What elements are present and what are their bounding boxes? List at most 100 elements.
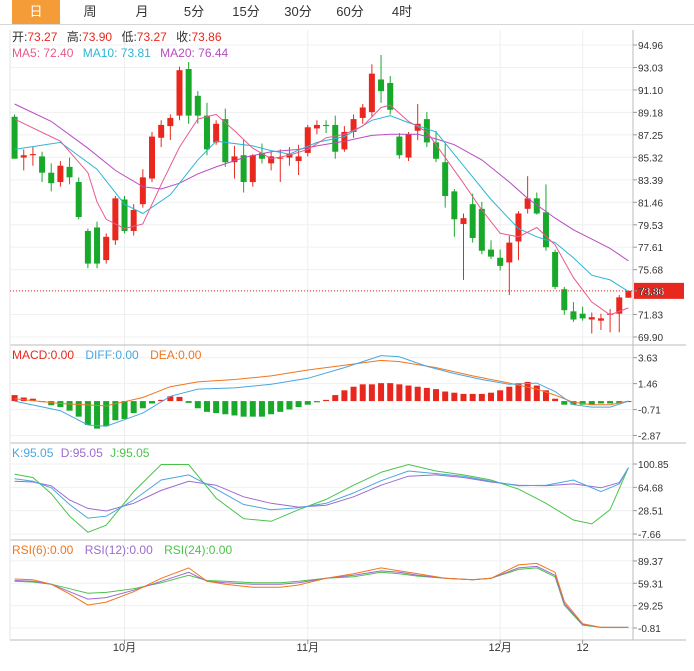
period-tab-bar: 日 周 月 5分 15分 30分 60分 4时 <box>0 0 694 25</box>
candle-body <box>84 230 91 264</box>
last-price-value: 73.86 <box>639 287 664 298</box>
open-value: 73.27 <box>27 30 57 44</box>
candle-body <box>39 156 46 173</box>
macd-bar <box>533 385 540 402</box>
candle-body <box>552 251 559 287</box>
macd-bar <box>588 401 595 405</box>
macd-bar <box>84 401 91 426</box>
macd-bar <box>29 398 36 402</box>
macd-tick-label: 3.63 <box>638 354 658 365</box>
candle-body <box>423 119 430 143</box>
candle-body <box>460 218 467 224</box>
tab-30min[interactable]: 30分 <box>284 4 312 19</box>
candle-body <box>359 107 366 118</box>
candle-body <box>350 119 357 132</box>
macd-bar <box>487 392 494 402</box>
candle-body <box>149 136 156 179</box>
candle-body <box>588 317 595 320</box>
ma20-line <box>14 103 629 262</box>
macd-bar <box>213 401 220 414</box>
tab-4h[interactable]: 4时 <box>391 4 413 19</box>
candle-body <box>139 177 146 205</box>
price-tick-label: 77.61 <box>638 243 663 254</box>
candle-body <box>304 127 311 153</box>
price-tick-label: 71.83 <box>638 311 663 322</box>
tab-month[interactable]: 月 <box>135 4 149 19</box>
candle-body <box>341 131 348 150</box>
candle-body <box>20 155 27 158</box>
macd-bar <box>378 383 385 402</box>
macd-bar <box>286 401 293 410</box>
macd-bar <box>542 390 549 402</box>
macd-bar <box>332 395 339 402</box>
candle-body <box>451 191 458 220</box>
d-value: D:95.05 <box>61 446 103 460</box>
candle-body <box>185 69 192 116</box>
x-tick-label: 12 <box>576 642 588 654</box>
macd-bar <box>368 384 375 402</box>
macd-bar <box>103 401 110 427</box>
rsi-legend: RSI(6):0.00 RSI(12):0.00 RSI(24):0.00 <box>12 543 232 557</box>
tab-day[interactable]: 日 <box>12 0 60 24</box>
stock-chart[interactable]: 73.86 10月 11月 12月 12 94.96 93.03 91.10 89.18 87.… <box>0 25 694 671</box>
candle-body <box>213 123 220 143</box>
macd-bar <box>48 401 55 406</box>
price-tick-label: 73.86 <box>638 287 663 298</box>
low-label: 低: <box>121 30 136 44</box>
price-tick-label: 83.39 <box>638 176 663 187</box>
candle-body <box>524 198 531 209</box>
close-value: 73.86 <box>192 30 222 44</box>
rsi24-value: RSI(24):0.00 <box>164 543 232 557</box>
kdj-legend: K:95.05 D:95.05 J:95.05 <box>12 446 150 460</box>
macd-bar <box>121 401 128 420</box>
candle-body <box>478 208 485 251</box>
macd-bar <box>579 401 586 405</box>
macd-bar <box>561 401 568 405</box>
tab-5min[interactable]: 5分 <box>183 4 205 19</box>
macd-bar <box>607 401 614 404</box>
macd-bar <box>75 401 82 417</box>
candle-body <box>48 172 55 184</box>
candle-body <box>240 155 247 183</box>
candle-body <box>442 162 449 197</box>
macd-bar <box>57 401 64 408</box>
ma20-name: MA20 <box>160 46 192 60</box>
macd-bar <box>423 387 430 402</box>
tab-60min[interactable]: 60分 <box>336 4 364 19</box>
j-value: J:95.05 <box>110 446 150 460</box>
candle-body <box>414 123 421 131</box>
macd-bar <box>304 401 311 405</box>
candle-body <box>515 213 522 242</box>
open-label: 开: <box>12 30 27 44</box>
macd-bar <box>203 401 210 412</box>
ma-legend: MA5: 72.40 MA10: 73.81 MA20: 76.44 <box>12 46 229 60</box>
macd-bar <box>277 401 284 412</box>
candle-body <box>396 136 403 156</box>
candle-body <box>231 156 238 163</box>
macd-bar <box>469 393 476 402</box>
candle-body <box>203 115 210 150</box>
candle-body <box>469 204 476 238</box>
candle-body <box>533 198 540 214</box>
tab-15min[interactable]: 15分 <box>232 4 260 19</box>
macd-bar <box>149 401 156 404</box>
macd-bar <box>515 383 522 402</box>
pane-borders <box>9 30 686 641</box>
macd-bar <box>451 392 458 402</box>
tab-week[interactable]: 周 <box>83 4 97 19</box>
candle-body <box>405 134 412 158</box>
macd-bar <box>359 384 366 402</box>
candle-body <box>222 119 229 163</box>
k-line <box>14 467 629 519</box>
candle-body <box>295 156 302 162</box>
candle-body <box>57 165 64 183</box>
diff-line <box>14 355 629 427</box>
macd-bar <box>112 401 119 421</box>
high-value: 73.90 <box>82 30 112 44</box>
price-tick-label: 91.10 <box>638 86 663 97</box>
rsi-tick-label: -0.81 <box>638 624 661 635</box>
macd-bar <box>442 391 449 402</box>
macd-bar <box>506 386 513 402</box>
low-value: 73.27 <box>137 30 167 44</box>
macd-bar <box>552 398 559 402</box>
